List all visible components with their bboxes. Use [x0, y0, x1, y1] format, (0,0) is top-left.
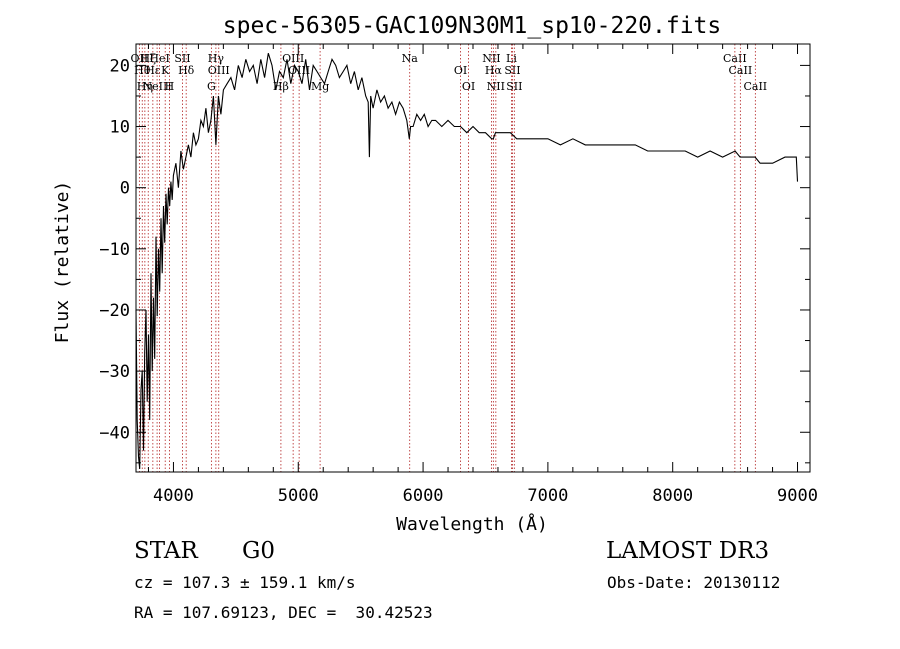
- x-axis-label: Wavelength (Å): [396, 513, 548, 535]
- survey-name: LAMOST DR3: [606, 538, 770, 564]
- spectral-line-markers: OIIHθHηHζHεNeIIIHeIKHSIIHδGHγOIIIHβOIIIO…: [131, 44, 767, 472]
- marker-label: NeIII: [143, 80, 172, 93]
- observation-date: Obs-Date: 20130112: [607, 573, 781, 592]
- marker-label: Li: [506, 52, 517, 65]
- x-tick-label: 5000: [278, 486, 319, 506]
- marker-label: G: [207, 80, 216, 93]
- x-tick-label: 6000: [403, 486, 444, 506]
- marker-label: Hα: [485, 64, 503, 77]
- x-tick-label: 8000: [652, 486, 693, 506]
- marker-label: CaII: [729, 64, 753, 77]
- object-class: STAR: [134, 538, 198, 564]
- marker-label: H: [165, 80, 175, 93]
- marker-label: Hε: [145, 64, 161, 77]
- y-tick-label: 0: [120, 179, 130, 199]
- marker-label: CaII: [723, 52, 747, 65]
- marker-label: OII: [131, 52, 149, 65]
- y-tick-label: −30: [99, 362, 130, 382]
- marker-label: Hη: [137, 80, 153, 93]
- marker-label: Hδ: [178, 64, 195, 77]
- marker-label: K: [161, 64, 170, 77]
- axes: 4000 5000 6000 7000 8000 9000 −40 −30 −20 −10 0 10 2…: [99, 44, 818, 506]
- marker-label: NII: [487, 80, 505, 93]
- x-tick-label: 4000: [153, 486, 194, 506]
- y-tick-label: 10: [110, 118, 130, 138]
- marker-label: Na: [402, 52, 419, 65]
- redshift-cz: cz = 107.3 ± 159.1 km/s: [134, 573, 356, 592]
- marker-label: SII: [506, 80, 522, 93]
- marker-label: Hζ: [140, 52, 156, 65]
- marker-label: OI: [462, 80, 475, 93]
- marker-label: Mg: [311, 80, 329, 93]
- marker-label: Hθ: [134, 64, 151, 77]
- chart-title: spec-56305-GAC109N30M1_sp10-220.fits: [223, 13, 722, 39]
- coordinates: RA = 107.69123, DEC = 30.42523: [134, 603, 433, 622]
- x-tick-label: 9000: [777, 486, 818, 506]
- y-axis-label: Flux (relative): [52, 181, 73, 344]
- y-tick-label: 20: [110, 56, 130, 76]
- marker-label: OIII: [208, 64, 230, 77]
- object-subclass: G0: [242, 538, 276, 564]
- marker-label: SII: [504, 64, 520, 77]
- y-tick-label: −10: [99, 240, 130, 260]
- marker-label: CaII: [743, 80, 767, 93]
- y-tick-label: −20: [99, 301, 130, 321]
- marker-label: OI: [454, 64, 467, 77]
- marker-label: HeI: [149, 52, 169, 65]
- x-tick-label: 7000: [527, 486, 568, 506]
- plot-frame: [135, 43, 811, 473]
- spectrum-line: [135, 53, 799, 469]
- y-tick-label: −40: [99, 423, 130, 443]
- marker-label: Hγ: [208, 52, 225, 65]
